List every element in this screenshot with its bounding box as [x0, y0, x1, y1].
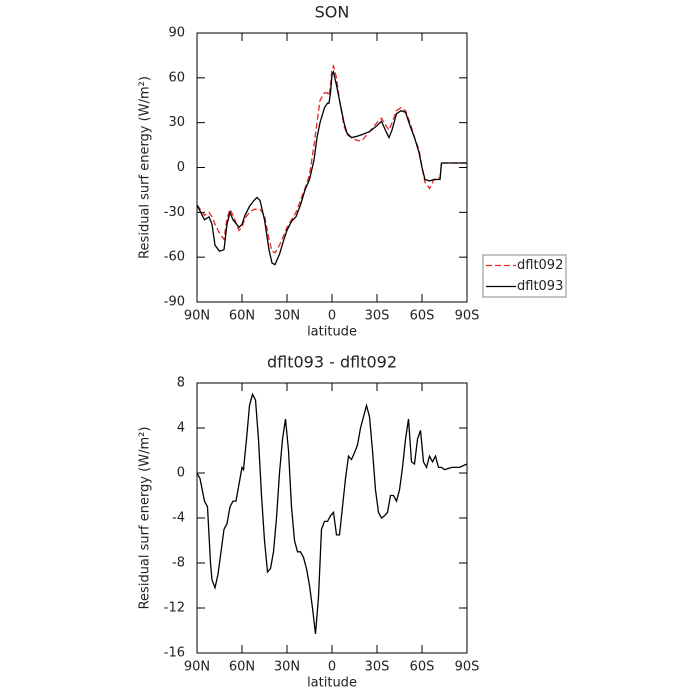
x-tick-label: 60N	[229, 309, 255, 324]
y-tick-label: -90	[164, 295, 185, 310]
y-tick-label: -16	[164, 646, 185, 661]
x-tick-label: 30S	[365, 660, 390, 675]
x-tick-label: 0	[328, 309, 336, 324]
y-tick-label: 60	[168, 70, 185, 85]
x-tick-label: 60S	[410, 660, 435, 675]
chart-title: SON	[315, 3, 350, 22]
series-line	[196, 64, 467, 254]
x-tick-label: 30N	[274, 660, 300, 675]
x-tick-label: 30S	[365, 309, 390, 324]
y-tick-label: -12	[164, 601, 185, 616]
y-tick-label: 30	[168, 115, 185, 130]
y-tick-label: -30	[164, 205, 185, 220]
plot-frame	[196, 382, 468, 654]
x-tick-label: 0	[328, 660, 336, 675]
y-tick-label: -8	[172, 556, 185, 571]
x-tick-label: 30N	[274, 309, 300, 324]
series-line	[196, 70, 467, 266]
y-tick-label: 0	[177, 466, 185, 481]
series-line	[196, 392, 468, 634]
y-tick-label: 0	[177, 160, 185, 175]
x-tick-label: 60S	[410, 309, 435, 324]
y-tick-label: -4	[172, 511, 185, 526]
x-tick-label: 90N	[184, 660, 210, 675]
y-tick-label: 4	[177, 421, 185, 436]
legend-box	[482, 254, 567, 298]
x-axis-label: latitude	[307, 676, 357, 691]
y-tick-label: 90	[168, 26, 185, 41]
x-tick-label: 90N	[184, 309, 210, 324]
legend-label: dflt092	[517, 258, 563, 273]
x-axis-label: latitude	[307, 325, 357, 340]
x-tick-label: 60N	[229, 660, 255, 675]
chart-title: dflt093 - dflt092	[267, 353, 397, 372]
y-axis-label: Residual surf energy (W/m²)	[138, 76, 153, 259]
legend-label: dflt093	[517, 279, 563, 294]
y-tick-label: -60	[164, 250, 185, 265]
x-tick-label: 90S	[455, 309, 480, 324]
x-tick-label: 90S	[455, 660, 480, 675]
y-axis-label: Residual surf energy (W/m²)	[138, 427, 153, 610]
y-tick-label: 8	[177, 376, 185, 391]
